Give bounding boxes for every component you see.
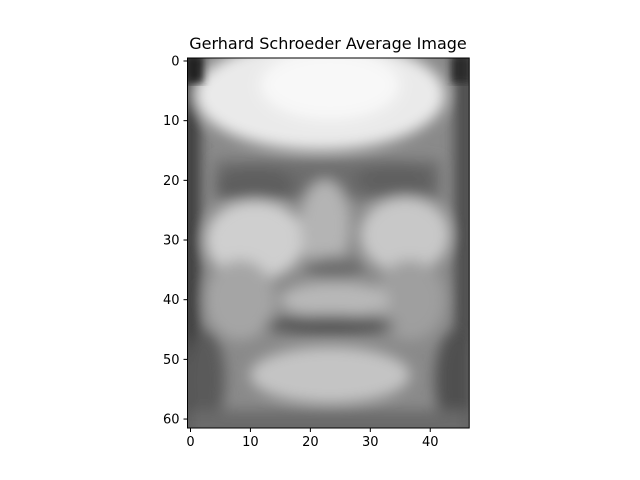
y-tick-label: 10 [163, 114, 180, 129]
x-tick-label: 20 [302, 435, 319, 450]
x-axis: 0 10 20 30 40 [186, 428, 438, 450]
x-tick-label: 10 [242, 435, 259, 450]
y-tick-label: 20 [163, 174, 180, 189]
y-axis: 0 10 20 30 40 50 60 [163, 54, 188, 427]
x-tick-label: 40 [422, 435, 439, 450]
x-tick-label: 30 [362, 435, 379, 450]
chart-title: Gerhard Schroeder Average Image [189, 34, 467, 53]
x-tick-label: 0 [186, 435, 194, 450]
y-tick-label: 50 [163, 353, 180, 368]
y-tick-label: 40 [163, 293, 180, 308]
heatmap-image [180, 40, 475, 440]
y-tick-label: 0 [171, 54, 179, 69]
y-tick-label: 60 [163, 413, 180, 428]
y-tick-label: 30 [163, 234, 180, 249]
